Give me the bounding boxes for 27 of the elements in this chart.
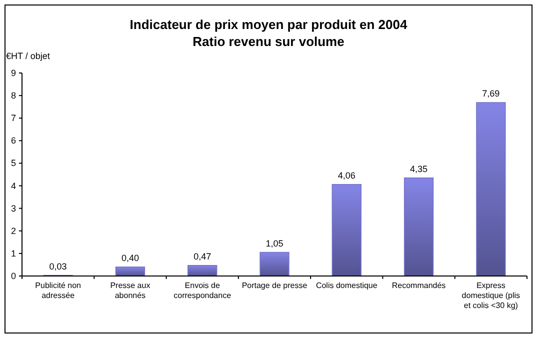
data-label: 4,06: [338, 170, 356, 180]
y-tick-label: 7: [10, 113, 16, 124]
y-axis-title: €HT / objet: [6, 51, 50, 61]
y-tick-label: 0: [10, 271, 16, 281]
data-label: 4,35: [410, 164, 428, 174]
y-tick-label: 9: [10, 68, 16, 78]
data-label: 0,47: [194, 251, 212, 262]
y-tick-label: 6: [10, 136, 16, 146]
y-tick-label: 8: [10, 90, 16, 101]
chart-subtitle: Ratio revenu sur volume: [192, 34, 344, 49]
chart-title: Indicateur de prix moyen par produit en 2004: [130, 17, 408, 32]
data-label: 0,03: [49, 261, 67, 272]
x-tick-label: Express domestique (plis et colis <30 kg): [462, 281, 520, 310]
x-tick-label: Colis domestique: [316, 281, 378, 290]
data-label: 0,40: [121, 252, 139, 263]
data-label: 1,05: [266, 238, 284, 248]
x-tick-label: Presse aux abonnés: [110, 281, 150, 300]
x-tick-label: Publicité non adressée: [35, 281, 81, 300]
x-tick-label: Portage de presse: [242, 281, 308, 290]
y-tick-label: 3: [10, 203, 16, 214]
x-tick-label: Recommandés: [392, 281, 446, 290]
y-tick-label: 4: [10, 180, 16, 191]
y-tick-label: 5: [10, 158, 16, 168]
data-label: 7,69: [482, 88, 500, 99]
x-tick-label: Envois de correspondance: [174, 281, 232, 300]
y-tick-label: 2: [10, 226, 16, 236]
y-tick-label: 1: [10, 248, 16, 258]
